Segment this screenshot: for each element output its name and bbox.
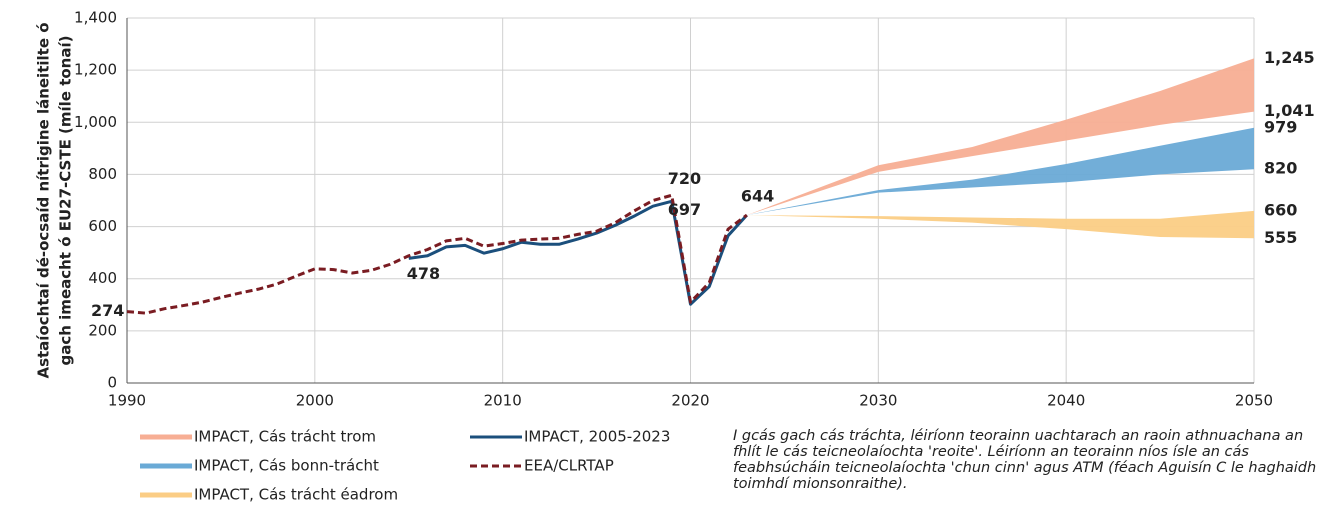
y-tick-label: 200 bbox=[88, 321, 117, 339]
x-tick-label: 2020 bbox=[671, 392, 709, 410]
line bbox=[126, 193, 748, 315]
x-tick-label: 2010 bbox=[484, 392, 522, 410]
data-label: 274 bbox=[91, 301, 124, 320]
data-label: 720 bbox=[668, 169, 701, 188]
band bbox=[746, 210, 1254, 239]
legend-label: IMPACT, Cás bonn-trácht bbox=[194, 457, 379, 475]
x-tick-label: 2030 bbox=[859, 392, 897, 410]
data-label: 478 bbox=[407, 264, 440, 283]
note: I gcás gach cás tráchta, léiríonn teorai… bbox=[733, 428, 1317, 492]
data-label: 697 bbox=[668, 200, 701, 219]
y-tick-label: 1,000 bbox=[74, 113, 117, 131]
data-label: 660 bbox=[1264, 200, 1297, 219]
data-label: 979 bbox=[1264, 117, 1297, 136]
data-label: 555 bbox=[1264, 228, 1297, 247]
legend-label: IMPACT, Cás trácht trom bbox=[194, 428, 376, 446]
data-label: 644 bbox=[741, 187, 774, 206]
y-axis-label: gach imeacht ó EU27-CSTE (míle tonaí) bbox=[57, 36, 75, 366]
y-tick-label: 800 bbox=[88, 165, 117, 183]
band bbox=[746, 127, 1254, 216]
legend-label: IMPACT, 2005-2023 bbox=[524, 428, 670, 446]
x-tick-label: 1990 bbox=[108, 392, 146, 410]
data-label: 1,245 bbox=[1264, 48, 1315, 67]
x-tick-label: 2040 bbox=[1047, 392, 1085, 410]
legend-label: EEA/CLRTAP bbox=[524, 457, 614, 475]
y-tick-label: 0 bbox=[107, 374, 117, 392]
data-label: 1,041 bbox=[1264, 101, 1315, 120]
y-tick-label: 1,200 bbox=[74, 61, 117, 79]
x-tick-label: 2050 bbox=[1235, 392, 1273, 410]
band bbox=[746, 58, 1254, 216]
legend-label: IMPACT, Cás trácht éadrom bbox=[194, 486, 398, 504]
y-tick-label: 1,400 bbox=[74, 9, 117, 27]
x-tick-label: 2000 bbox=[296, 392, 334, 410]
y-tick-label: 400 bbox=[88, 269, 117, 287]
y-tick-label: 600 bbox=[88, 217, 117, 235]
y-axis-label: Astaíochtaí dé-ocsaíd nítrigine láneitil… bbox=[35, 22, 53, 378]
data-label: 820 bbox=[1264, 159, 1297, 178]
line bbox=[408, 199, 748, 306]
